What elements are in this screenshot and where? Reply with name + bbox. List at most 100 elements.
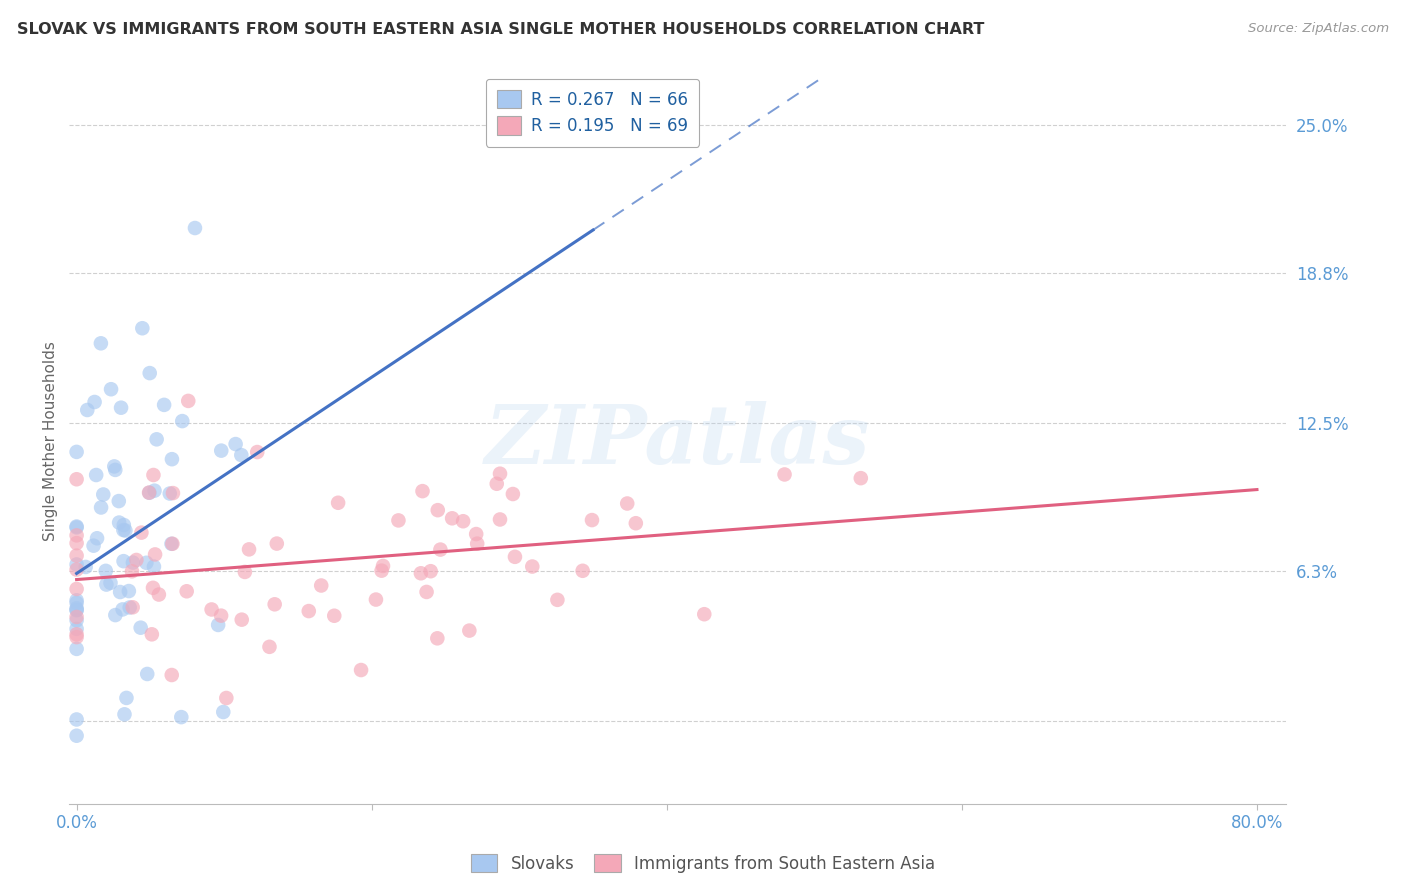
Point: [485, 476, 508, 491]
Point: [371, 558, 394, 573]
Point: [849, 471, 872, 485]
Point: [94, 564, 117, 578]
Point: [412, 484, 434, 499]
Text: SLOVAK VS IMMIGRANTS FROM SOUTH EASTERN ASIA SINGLE MOTHER HOUSEHOLDS CORRELATIO: SLOVAK VS IMMIGRANTS FROM SOUTH EASTERN …: [17, 22, 984, 37]
Point: [207, 618, 229, 632]
Point: [129, 621, 152, 635]
Point: [65, 641, 87, 656]
Point: [546, 592, 568, 607]
Point: [65, 558, 87, 572]
Point: [65, 445, 87, 459]
Point: [238, 542, 260, 557]
Point: [571, 564, 593, 578]
Point: [107, 494, 129, 508]
Point: [184, 221, 207, 235]
Point: [118, 600, 141, 615]
Point: [176, 584, 198, 599]
Point: [370, 564, 392, 578]
Point: [489, 467, 512, 481]
Point: [465, 527, 488, 541]
Point: [350, 663, 373, 677]
Point: [111, 602, 134, 616]
Point: [65, 630, 87, 644]
Point: [65, 603, 87, 617]
Point: [121, 600, 143, 615]
Point: [65, 713, 87, 727]
Point: [409, 566, 432, 581]
Point: [145, 433, 167, 447]
Point: [231, 613, 253, 627]
Point: [451, 514, 474, 528]
Point: [83, 395, 105, 409]
Point: [96, 577, 118, 591]
Point: [465, 536, 488, 550]
Point: [162, 486, 184, 500]
Point: [115, 690, 138, 705]
Point: [138, 366, 160, 380]
Point: [160, 668, 183, 682]
Point: [110, 401, 132, 415]
Point: [125, 553, 148, 567]
Point: [212, 705, 235, 719]
Point: [112, 523, 135, 537]
Point: [84, 468, 107, 483]
Point: [65, 596, 87, 610]
Point: [65, 519, 87, 533]
Point: [136, 667, 159, 681]
Point: [112, 518, 135, 533]
Point: [65, 593, 87, 607]
Point: [693, 607, 716, 622]
Point: [86, 531, 108, 545]
Point: [426, 632, 449, 646]
Point: [75, 560, 97, 574]
Point: [215, 691, 238, 706]
Point: [104, 463, 127, 477]
Point: [91, 487, 114, 501]
Point: [114, 707, 136, 722]
Point: [170, 710, 193, 724]
Point: [65, 627, 87, 641]
Point: [429, 542, 451, 557]
Point: [233, 565, 256, 579]
Point: [160, 452, 183, 467]
Point: [100, 382, 122, 396]
Text: Source: ZipAtlas.com: Source: ZipAtlas.com: [1249, 22, 1389, 36]
Point: [65, 563, 87, 577]
Point: [65, 549, 87, 563]
Point: [387, 513, 409, 527]
Point: [225, 437, 247, 451]
Point: [624, 516, 647, 531]
Point: [263, 597, 285, 611]
Point: [309, 578, 332, 592]
Point: [266, 536, 288, 550]
Point: [65, 613, 87, 627]
Point: [76, 403, 98, 417]
Point: [65, 610, 87, 624]
Point: [143, 548, 166, 562]
Point: [65, 472, 87, 486]
Point: [323, 608, 346, 623]
Point: [142, 559, 165, 574]
Point: [65, 622, 87, 636]
Point: [90, 500, 112, 515]
Point: [231, 448, 253, 462]
Point: [259, 640, 281, 654]
Y-axis label: Single Mother Households: Single Mother Households: [44, 341, 58, 541]
Point: [141, 627, 163, 641]
Point: [122, 556, 145, 570]
Point: [326, 496, 349, 510]
Point: [773, 467, 796, 482]
Point: [65, 841, 87, 855]
Point: [83, 539, 105, 553]
Point: [65, 520, 87, 534]
Point: [298, 604, 321, 618]
Point: [114, 524, 136, 538]
Point: [458, 624, 481, 638]
Legend: Slovaks, Immigrants from South Eastern Asia: Slovaks, Immigrants from South Eastern A…: [464, 847, 942, 880]
Point: [65, 729, 87, 743]
Point: [160, 537, 183, 551]
Point: [364, 592, 387, 607]
Legend: R = 0.267   N = 66, R = 0.195   N = 69: R = 0.267 N = 66, R = 0.195 N = 69: [486, 78, 699, 146]
Point: [489, 512, 512, 526]
Point: [177, 393, 200, 408]
